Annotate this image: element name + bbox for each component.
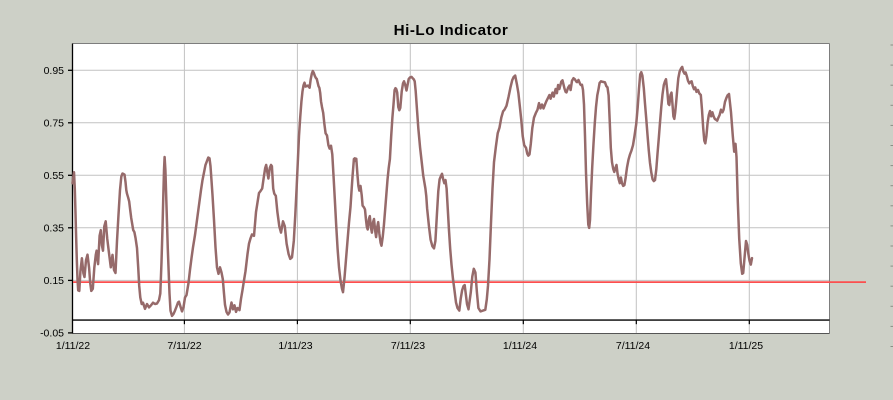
- svg-text:7/11/23: 7/11/23: [391, 340, 425, 352]
- svg-text:-0.05: -0.05: [40, 328, 64, 340]
- svg-text:1/11/23: 1/11/23: [278, 340, 312, 352]
- svg-text:0.35: 0.35: [44, 223, 65, 235]
- svg-text:7/11/24: 7/11/24: [616, 340, 650, 352]
- svg-text:7/11/22: 7/11/22: [167, 340, 201, 352]
- svg-text:0.15: 0.15: [44, 275, 65, 287]
- svg-text:Hi-Lo Indicator: Hi-Lo Indicator: [394, 22, 509, 39]
- svg-text:0.75: 0.75: [44, 118, 65, 130]
- svg-text:0.55: 0.55: [44, 170, 65, 182]
- svg-text:1/11/25: 1/11/25: [729, 340, 763, 352]
- svg-text:1/11/22: 1/11/22: [56, 340, 90, 352]
- svg-text:1/11/24: 1/11/24: [503, 340, 537, 352]
- svg-text:0.95: 0.95: [44, 65, 65, 77]
